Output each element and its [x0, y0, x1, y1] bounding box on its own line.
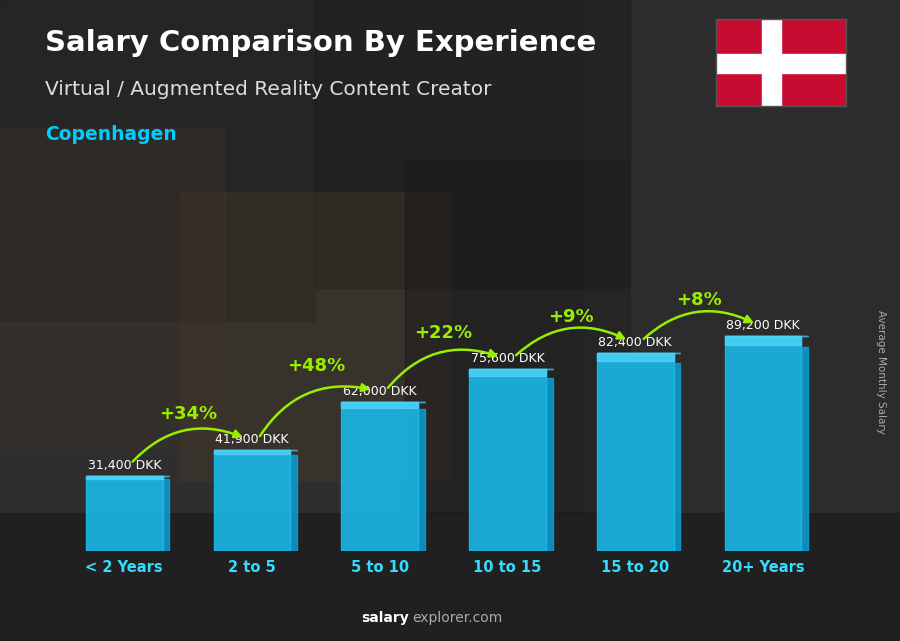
Text: Copenhagen: Copenhagen: [45, 125, 176, 144]
Text: 75,600 DKK: 75,600 DKK: [471, 352, 544, 365]
Bar: [86, 476, 163, 551]
Text: 89,200 DKK: 89,200 DKK: [726, 319, 800, 332]
Text: 31,400 DKK: 31,400 DKK: [87, 459, 161, 472]
Text: Virtual / Augmented Reality Content Creator: Virtual / Augmented Reality Content Crea…: [45, 80, 491, 99]
Text: 62,000 DKK: 62,000 DKK: [343, 385, 417, 398]
Text: +34%: +34%: [159, 405, 217, 423]
Bar: [724, 337, 801, 345]
Text: +48%: +48%: [287, 357, 345, 375]
Bar: [597, 353, 673, 360]
Bar: [469, 369, 545, 376]
Bar: [341, 402, 419, 408]
Bar: [0, 128, 225, 449]
Bar: [673, 363, 680, 551]
Bar: [762, 19, 781, 106]
Bar: [86, 476, 163, 479]
Bar: [291, 455, 297, 551]
Bar: [716, 54, 846, 73]
Text: explorer.com: explorer.com: [412, 611, 502, 625]
Bar: [0, 0, 315, 320]
Text: +22%: +22%: [415, 324, 473, 342]
Bar: [213, 450, 291, 454]
Bar: [585, 0, 900, 641]
Bar: [545, 378, 553, 551]
Bar: [180, 192, 450, 481]
Bar: [469, 369, 545, 551]
Bar: [801, 347, 808, 551]
Text: Salary Comparison By Experience: Salary Comparison By Experience: [45, 29, 596, 57]
Bar: [0, 513, 900, 641]
Bar: [724, 337, 801, 551]
Text: +9%: +9%: [548, 308, 594, 326]
Text: 41,900 DKK: 41,900 DKK: [215, 433, 289, 446]
Text: 82,400 DKK: 82,400 DKK: [598, 336, 672, 349]
Text: salary: salary: [362, 611, 410, 625]
Bar: [405, 160, 630, 513]
Text: +8%: +8%: [676, 291, 722, 310]
Bar: [315, 0, 630, 288]
Text: Average Monthly Salary: Average Monthly Salary: [877, 310, 886, 434]
Bar: [163, 479, 169, 551]
Bar: [341, 402, 419, 551]
Bar: [213, 450, 291, 551]
Bar: [418, 409, 425, 551]
Bar: [597, 353, 673, 551]
